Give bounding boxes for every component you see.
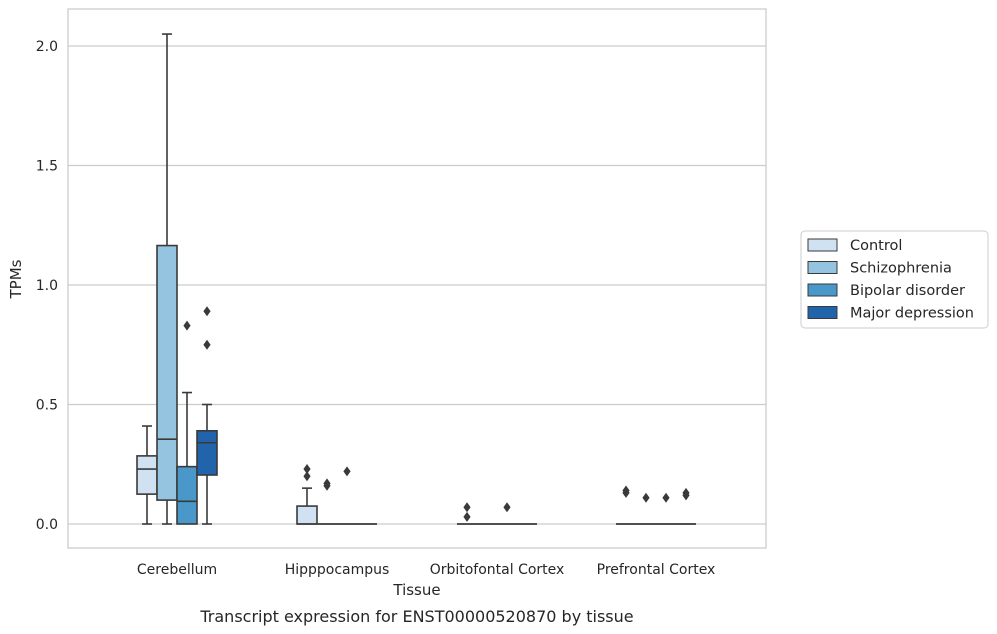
flier-point: [622, 485, 630, 496]
boxes: [136, 33, 696, 525]
box-3-1: [636, 492, 656, 525]
flier-point: [303, 464, 311, 475]
box-3-2: [656, 492, 676, 525]
box-1-1: [317, 478, 337, 525]
legend-item: Schizophrenia: [807, 261, 952, 277]
box-body: [156, 244, 178, 501]
plot-frame: [67, 8, 767, 549]
flier-point: [203, 339, 211, 350]
legend-swatch: [807, 238, 838, 252]
y-axis: 0.0 0.5 1.0 1.5 2.0: [36, 39, 58, 533]
box-0-2: [176, 320, 198, 525]
x-tick-label: Hipppocampus: [285, 562, 390, 578]
legend-swatch: [807, 261, 838, 274]
box-2-2: [497, 502, 517, 525]
flier-point: [303, 471, 311, 482]
legend-label: Schizophrenia: [850, 261, 952, 277]
box-3-3: [676, 487, 696, 525]
legend-item: Bipolar disorder: [807, 283, 965, 299]
flier-point: [203, 306, 211, 317]
x-tick-label: Cerebellum: [137, 562, 217, 578]
box-3-0: [616, 485, 636, 525]
legend: Control Schizophrenia Bipolar disorder Majo…: [800, 230, 989, 329]
flier-point: [323, 478, 331, 489]
x-axis-label: Tissue: [392, 581, 440, 599]
y-tick-label: 1.5: [36, 159, 58, 175]
legend-frame: [800, 230, 989, 329]
y-tick-label: 0.5: [36, 398, 58, 414]
legend-label: Bipolar disorder: [850, 283, 965, 299]
flier-point: [642, 492, 650, 503]
box-1-2: [337, 466, 357, 525]
x-tick-label: Orbitofontal Cortex: [430, 562, 565, 578]
flier-point: [463, 502, 471, 513]
box-body: [296, 505, 318, 525]
flier-point: [503, 502, 511, 513]
figure-caption: Transcript expression for ENST0000052087…: [199, 607, 633, 626]
flier-point: [343, 466, 351, 477]
flier-point: [183, 320, 191, 331]
box-0-3: [196, 306, 218, 525]
y-tick-label: 0.0: [36, 517, 58, 533]
legend-swatch: [807, 283, 838, 297]
flier-point: [662, 492, 670, 503]
flier-point: [463, 511, 471, 522]
box-body: [136, 455, 158, 495]
box-0-1: [156, 33, 178, 525]
legend-item: Major depression: [807, 306, 974, 322]
flier-point: [682, 487, 690, 498]
x-tick-label: Prefrontal Cortex: [597, 562, 716, 578]
legend-item: Control: [807, 238, 902, 254]
y-tick-label: 1.0: [36, 278, 58, 294]
legend-label: Major depression: [850, 306, 974, 322]
x-axis: Cerebellum Hipppocampus Orbitofontal Corte…: [137, 562, 715, 578]
legend-label: Control: [850, 238, 902, 254]
box-1-0: [296, 464, 318, 525]
y-tick-label: 2.0: [36, 39, 58, 55]
box-2-0: [457, 502, 477, 525]
box-body: [176, 465, 198, 525]
legend-swatch: [807, 306, 838, 319]
y-axis-label: TPMs: [7, 259, 25, 299]
box-body: [196, 429, 218, 476]
